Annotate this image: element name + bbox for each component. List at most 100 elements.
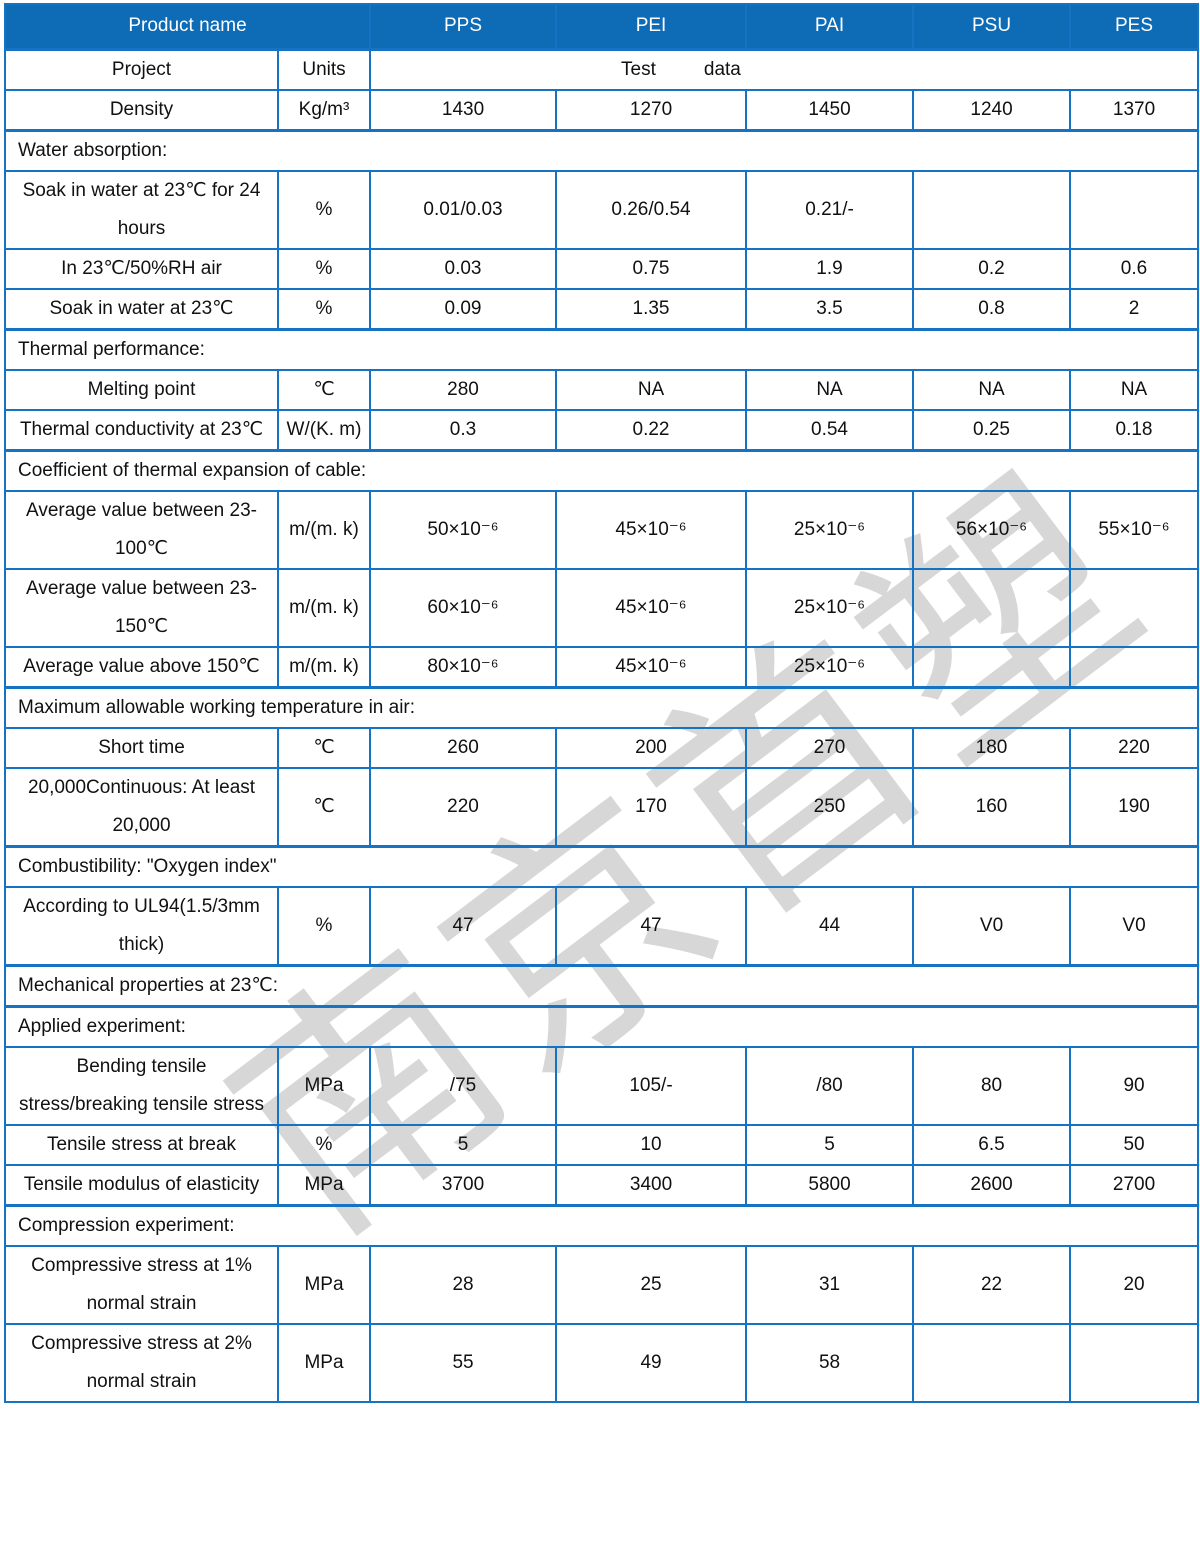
table-row: Average value between 23-150℃ m/(m. k) 60×…: [4, 567, 1200, 648]
subheader-row: Project Units Test data: [4, 48, 1200, 91]
data-value: 220: [369, 766, 558, 847]
data-value: 1430: [369, 88, 558, 131]
unit-value: Kg/m³: [276, 88, 372, 131]
data-value: [1069, 169, 1200, 250]
column-header-psu: PSU: [912, 3, 1072, 51]
data-value: 0.01/0.03: [369, 169, 558, 250]
units-label: Units: [276, 48, 372, 91]
column-header-pai: PAI: [745, 3, 915, 51]
unit-value: m/(m. k): [276, 567, 372, 648]
section-label: Compression experiment:: [3, 1203, 1200, 1247]
section-label: Maximum allowable working temperature in…: [3, 685, 1200, 729]
data-value: 220: [1069, 726, 1200, 769]
table-row: Short time ℃ 260 200 270 180 220: [4, 726, 1200, 769]
data-value: [912, 645, 1072, 688]
data-value: 80×10⁻⁶: [369, 645, 558, 688]
property-label: Soak in water at 23℃: [4, 287, 279, 330]
data-value: 0.18: [1069, 408, 1200, 451]
data-value: 180: [912, 726, 1072, 769]
product-name-header: Product name: [3, 3, 372, 51]
section-label: Applied experiment:: [3, 1004, 1200, 1048]
data-value: 25×10⁻⁶: [745, 567, 915, 648]
data-value: 5: [745, 1123, 915, 1166]
column-header-pei: PEI: [555, 3, 748, 51]
table-header-row: Product name PPS PEI PAI PSU PES: [3, 3, 1200, 51]
section-row: Maximum allowable working temperature in…: [3, 685, 1200, 729]
data-value: NA: [912, 368, 1072, 411]
test-data-cell: Test data: [369, 48, 1200, 91]
property-label: Density: [4, 88, 279, 131]
table-row: Melting point ℃ 280 NA NA NA NA: [4, 368, 1200, 411]
section-label: Thermal performance:: [3, 327, 1200, 371]
project-label: Project: [4, 48, 279, 91]
unit-value: %: [276, 287, 372, 330]
property-label: Short time: [4, 726, 279, 769]
table-row: Compressive stress at 2% normal strain MP…: [4, 1322, 1200, 1403]
data-value: 0.3: [369, 408, 558, 451]
data-value: 280: [369, 368, 558, 411]
property-label: 20,000Continuous: At least 20,000: [4, 766, 279, 847]
table-row: Soak in water at 23℃ for 24 hours% 0.01/0…: [4, 169, 1200, 250]
data-value: [912, 567, 1072, 648]
data-value: 0.09: [369, 287, 558, 330]
property-label: Soak in water at 23℃ for 24 hours: [4, 169, 279, 250]
unit-value: %: [276, 169, 372, 250]
data-value: 49: [555, 1322, 748, 1403]
data-value: 2700: [1069, 1163, 1200, 1206]
data-value: 55: [369, 1322, 558, 1403]
table-row: According to UL94(1.5/3mm thick)% 47 47 44 V…: [4, 885, 1200, 966]
data-value: 45×10⁻⁶: [555, 489, 748, 570]
section-label: Water absorption:: [3, 128, 1200, 172]
data-value: 50: [1069, 1123, 1200, 1166]
data-value: 45×10⁻⁶: [555, 567, 748, 648]
data-value: 250: [745, 766, 915, 847]
data-label: data: [703, 58, 741, 80]
data-value: 105/-: [555, 1045, 748, 1126]
data-value: 1240: [912, 88, 1072, 131]
data-value: 1270: [555, 88, 748, 131]
column-header-pes: PES: [1069, 3, 1200, 51]
data-value: 1.9: [745, 247, 915, 290]
data-value: 0.25: [912, 408, 1072, 451]
data-value: 5800: [745, 1163, 915, 1206]
data-value: 2: [1069, 287, 1200, 330]
data-value: 2600: [912, 1163, 1072, 1206]
data-value: V0: [912, 885, 1072, 966]
data-value: 1.35: [555, 287, 748, 330]
unit-value: %: [276, 247, 372, 290]
data-value: NA: [555, 368, 748, 411]
table-row: Density Kg/m³ 1430 1270 1450 1240 1370: [4, 88, 1200, 131]
data-value: 28: [369, 1244, 558, 1325]
section-row: Applied experiment:: [3, 1004, 1200, 1048]
material-properties-table: Product name PPS PEI PAI PSU PES Project…: [3, 3, 1200, 1403]
section-row: Mechanical properties at 23℃:: [3, 963, 1200, 1007]
data-value: 3400: [555, 1163, 748, 1206]
property-label: In 23℃/50%RH air: [4, 247, 279, 290]
data-value: 20: [1069, 1244, 1200, 1325]
unit-value: W/(K. m): [276, 408, 372, 451]
data-value: 0.75: [555, 247, 748, 290]
unit-value: %: [276, 885, 372, 966]
test-label: Test: [621, 58, 656, 80]
data-value: 160: [912, 766, 1072, 847]
section-label: Combustibility: "Oxygen index": [3, 844, 1200, 888]
table-row: Compressive stress at 1% normal strain MP…: [4, 1244, 1200, 1325]
data-value: 25: [555, 1244, 748, 1325]
data-value: 0.21/-: [745, 169, 915, 250]
data-value: 90: [1069, 1045, 1200, 1126]
property-label: Average value above 150℃: [4, 645, 279, 688]
table-row: Bending tensile stress/breaking tensile …: [4, 1045, 1200, 1126]
property-label: Tensile stress at break: [4, 1123, 279, 1166]
data-value: 25×10⁻⁶: [745, 645, 915, 688]
column-header-pps: PPS: [369, 3, 558, 51]
unit-value: MPa: [276, 1045, 372, 1126]
data-value: 0.6: [1069, 247, 1200, 290]
section-row: Compression experiment:: [3, 1203, 1200, 1247]
unit-value: ℃: [276, 766, 372, 847]
data-value: 6.5: [912, 1123, 1072, 1166]
data-value: 190: [1069, 766, 1200, 847]
data-value: 47: [555, 885, 748, 966]
table-row: 20,000Continuous: At least 20,000 ℃ 220 170…: [4, 766, 1200, 847]
data-value: 25×10⁻⁶: [745, 489, 915, 570]
data-value: 3.5: [745, 287, 915, 330]
